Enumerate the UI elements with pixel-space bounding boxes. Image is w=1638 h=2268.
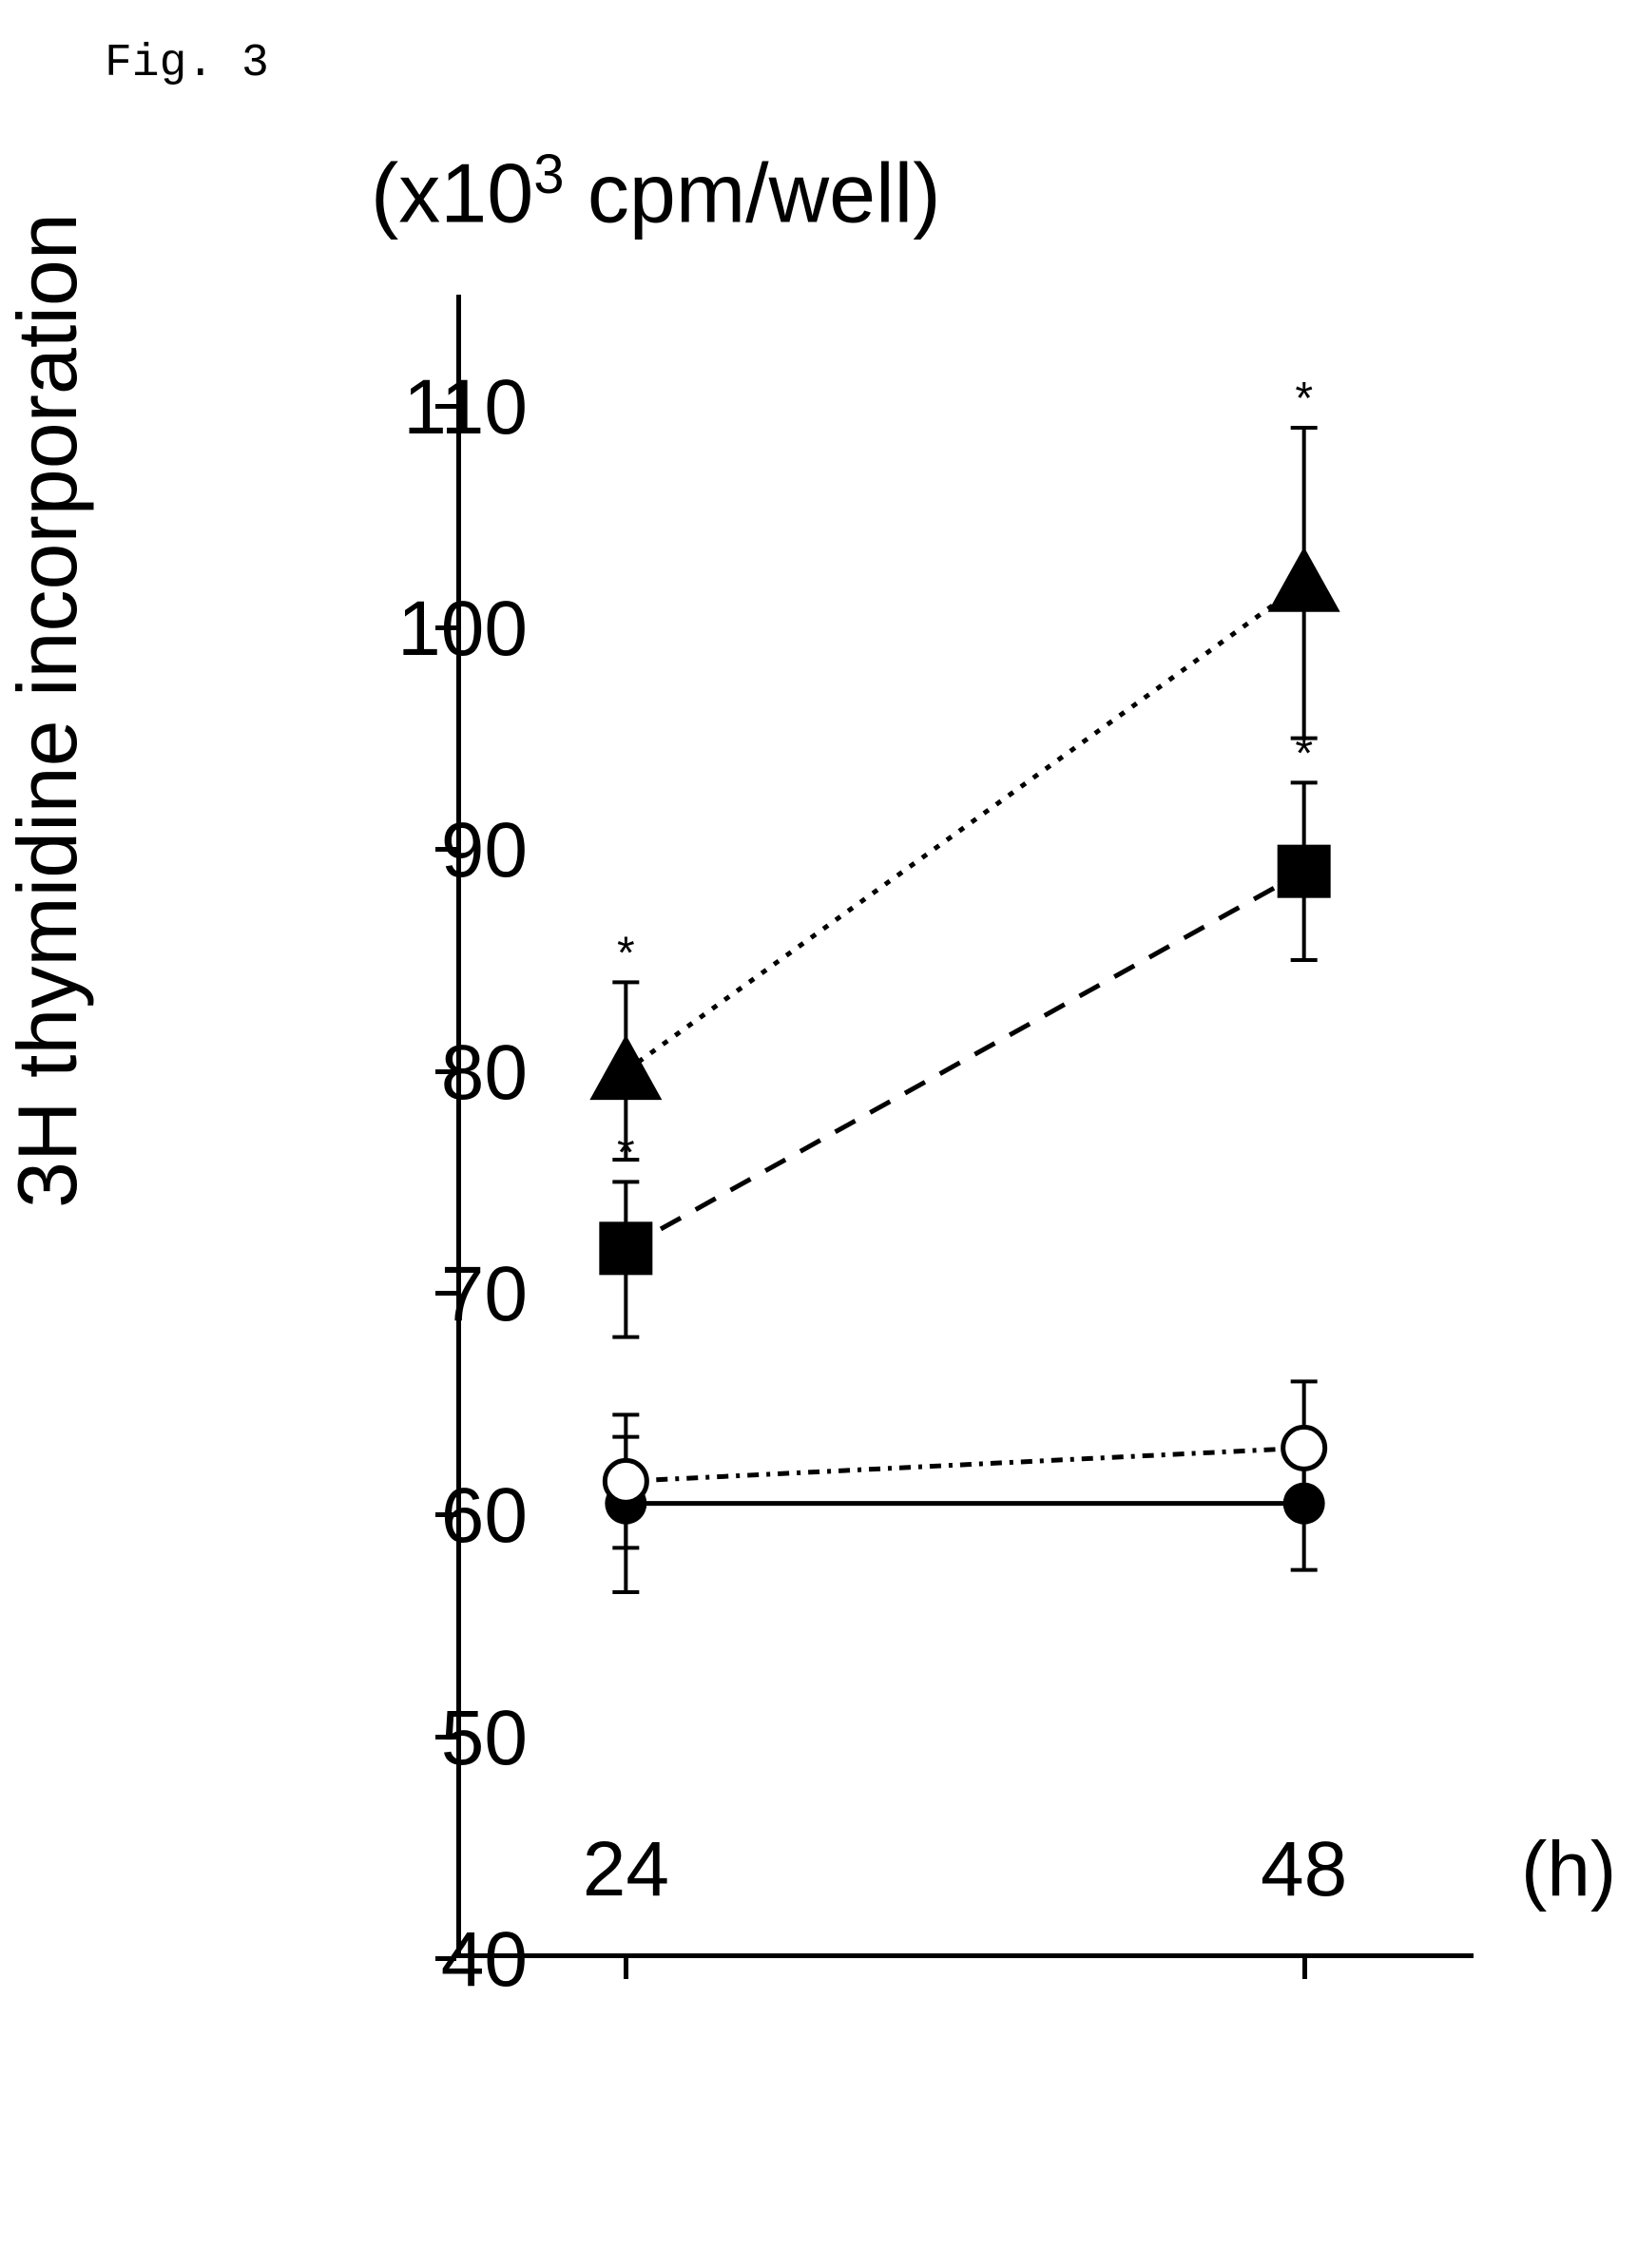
chart-container: (x103 cpm/well) 3H thymidine incorporati… xyxy=(95,133,1569,2177)
y-tick-label: 110 xyxy=(376,363,528,452)
units-prefix: (x10 xyxy=(371,145,533,240)
x-tick-label: 48 xyxy=(1247,1825,1361,1914)
marker-triangle-filled xyxy=(1268,547,1340,611)
x-tick xyxy=(624,1958,628,1979)
y-axis-label: 3H thymidine incorporation xyxy=(0,213,96,1208)
series-line-filled-square xyxy=(626,872,1303,1249)
y-tick-label: 70 xyxy=(376,1250,528,1339)
marker-square-filled xyxy=(1278,845,1331,898)
data-svg: **** xyxy=(456,295,1474,1958)
y-tick-label: 60 xyxy=(376,1471,528,1561)
series-line-open-circle xyxy=(626,1448,1303,1481)
significance-star: * xyxy=(617,928,635,978)
units-suffix: cpm/well) xyxy=(564,145,940,240)
marker-square-filled xyxy=(599,1221,652,1275)
units-exponent: 3 xyxy=(533,144,564,205)
marker-circle-open xyxy=(605,1460,646,1502)
significance-star: * xyxy=(1295,374,1313,424)
y-tick-label: 40 xyxy=(376,1915,528,2005)
x-tick-label: 24 xyxy=(568,1825,683,1914)
y-tick-label: 100 xyxy=(376,585,528,674)
figure-label: Fig. 3 xyxy=(105,38,269,89)
marker-circle-open xyxy=(1283,1427,1325,1469)
y-tick-label: 80 xyxy=(376,1028,528,1118)
y-tick-label: 90 xyxy=(376,806,528,895)
x-axis-unit: (h) xyxy=(1521,1825,1616,1914)
marker-triangle-filled xyxy=(589,1035,662,1100)
plot-area: **** xyxy=(456,295,1474,1958)
y-tick-label: 50 xyxy=(376,1694,528,1783)
x-tick xyxy=(1302,1958,1307,1979)
series-line-filled-triangle xyxy=(626,583,1303,1070)
units-label: (x103 cpm/well) xyxy=(371,143,941,241)
